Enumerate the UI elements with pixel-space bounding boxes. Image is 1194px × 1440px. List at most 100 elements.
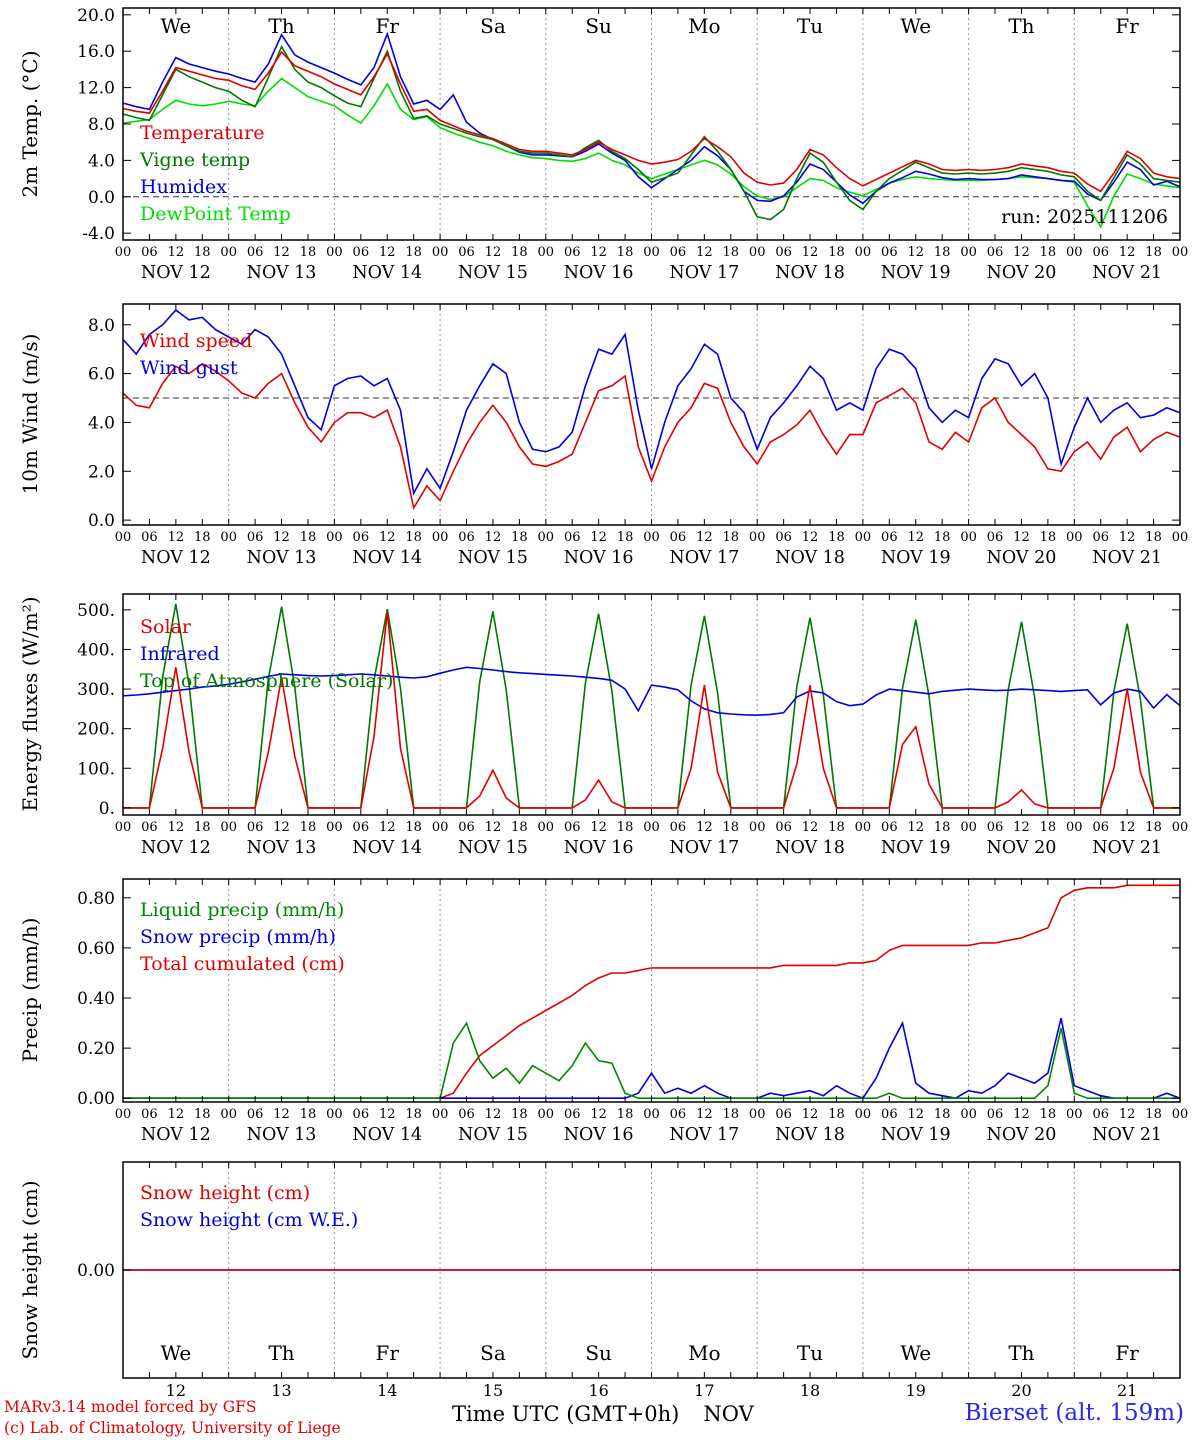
hour-tick-label: 18	[405, 820, 422, 835]
hour-tick-label: 00	[432, 1107, 449, 1122]
hour-tick-label: 06	[141, 530, 158, 545]
date-label: NOV 16	[564, 263, 634, 283]
hour-tick-label: 18	[828, 1107, 845, 1122]
y-tick-label: 0.60	[77, 939, 115, 959]
date-label: NOV 18	[775, 548, 845, 568]
hour-tick-label: 12	[1119, 245, 1136, 260]
y-tick-label: 500.	[77, 601, 115, 621]
hour-tick-label: 18	[405, 245, 422, 260]
hour-tick-label: 00	[115, 1107, 132, 1122]
hour-tick-label: 12	[379, 530, 396, 545]
hour-tick-label: 12	[1013, 820, 1030, 835]
day-name-top: Fr	[376, 14, 400, 38]
hour-tick-label: 00	[538, 1107, 555, 1122]
hour-tick-label: 12	[802, 245, 819, 260]
day-number-label: 17	[694, 1381, 714, 1400]
hour-tick-label: 12	[1119, 530, 1136, 545]
day-number-label: 12	[166, 1381, 186, 1400]
hour-tick-label: 12	[168, 245, 185, 260]
y-tick-label: 200.	[77, 720, 115, 740]
hour-tick-label: 18	[1040, 820, 1057, 835]
hour-tick-label: 18	[828, 245, 845, 260]
hour-tick-label: 00	[326, 820, 343, 835]
hour-tick-label: 12	[485, 1107, 502, 1122]
legend-liquid-precip: Liquid precip (mm/h)	[140, 899, 345, 921]
legend-snow-height: Snow height (cm)	[140, 1182, 311, 1204]
legend-toa-solar: Top of Atmosphere (Solar)	[140, 670, 394, 692]
hour-tick-label: 18	[194, 1107, 211, 1122]
hour-tick-label: 06	[353, 530, 370, 545]
hour-tick-label: 00	[749, 245, 766, 260]
hour-tick-label: 12	[273, 245, 290, 260]
hour-tick-label: 06	[1092, 820, 1109, 835]
hour-tick-label: 18	[194, 820, 211, 835]
hour-tick-label: 06	[987, 820, 1004, 835]
hour-tick-label: 06	[775, 245, 792, 260]
hour-tick-label: 18	[617, 820, 634, 835]
day-name-top: We	[900, 14, 931, 38]
hour-tick-label: 00	[855, 530, 872, 545]
y-axis-label-snow: Snow height (cm)	[18, 1180, 42, 1360]
hour-tick-label: 12	[1013, 245, 1030, 260]
hour-tick-label: 12	[168, 1107, 185, 1122]
hour-tick-label: 18	[617, 1107, 634, 1122]
y-tick-label: 8.0	[88, 316, 115, 336]
hour-tick-label: 18	[405, 530, 422, 545]
day-number-label: 19	[906, 1381, 926, 1400]
hour-tick-label: 18	[1145, 820, 1162, 835]
date-label: NOV 12	[141, 263, 211, 283]
legend-humidex: Humidex	[140, 176, 228, 198]
hour-tick-label: 12	[1013, 530, 1030, 545]
hour-tick-label: 12	[907, 245, 924, 260]
date-label: NOV 19	[881, 263, 951, 283]
y-tick-label: 0.00	[77, 1089, 115, 1109]
day-name-bottom: We	[900, 1341, 931, 1365]
hour-tick-label: 12	[696, 820, 713, 835]
hour-tick-label: 06	[670, 1107, 687, 1122]
hour-tick-label: 00	[115, 530, 132, 545]
day-number-label: 13	[271, 1381, 291, 1400]
hour-tick-label: 12	[485, 820, 502, 835]
date-label: NOV 13	[247, 263, 317, 283]
day-name-top: Sa	[480, 14, 506, 38]
legend-vigne-temp: Vigne temp	[140, 149, 251, 171]
hour-tick-label: 00	[643, 245, 660, 260]
y-tick-label: 0.0	[88, 511, 115, 531]
hour-tick-label: 00	[326, 1107, 343, 1122]
hour-tick-label: 06	[987, 1107, 1004, 1122]
hour-tick-label: 06	[775, 530, 792, 545]
hour-tick-label: 00	[220, 1107, 237, 1122]
hour-tick-label: 06	[881, 1107, 898, 1122]
date-label: NOV 15	[458, 838, 528, 858]
date-label: NOV 13	[247, 838, 317, 858]
date-label: NOV 20	[987, 1125, 1057, 1145]
hour-tick-label: 12	[273, 820, 290, 835]
date-label: NOV 19	[881, 1125, 951, 1145]
y-tick-label: 4.0	[88, 151, 115, 171]
time-axis-title: Time UTC (GMT+0h)	[452, 1402, 680, 1426]
hour-tick-label: 18	[1145, 245, 1162, 260]
hour-tick-label: 06	[247, 820, 264, 835]
hour-tick-label: 12	[379, 820, 396, 835]
date-label: NOV 12	[141, 548, 211, 568]
date-label: NOV 13	[247, 548, 317, 568]
hour-tick-label: 00	[643, 530, 660, 545]
hour-tick-label: 18	[511, 1107, 528, 1122]
date-label: NOV 14	[352, 548, 422, 568]
hour-tick-label: 06	[670, 245, 687, 260]
hour-tick-label: 00	[643, 1107, 660, 1122]
hour-tick-label: 18	[723, 820, 740, 835]
legend-snow-precip: Snow precip (mm/h)	[140, 926, 336, 948]
hour-tick-label: 00	[749, 820, 766, 835]
hour-tick-label: 06	[247, 245, 264, 260]
hour-tick-label: 18	[934, 530, 951, 545]
hour-tick-label: 12	[168, 820, 185, 835]
hour-tick-label: 12	[590, 530, 607, 545]
hour-tick-label: 06	[1092, 1107, 1109, 1122]
hour-tick-label: 06	[670, 820, 687, 835]
hour-tick-label: 12	[590, 245, 607, 260]
day-name-bottom: Fr	[376, 1341, 400, 1365]
hour-tick-label: 06	[1092, 245, 1109, 260]
hour-tick-label: 18	[300, 820, 317, 835]
